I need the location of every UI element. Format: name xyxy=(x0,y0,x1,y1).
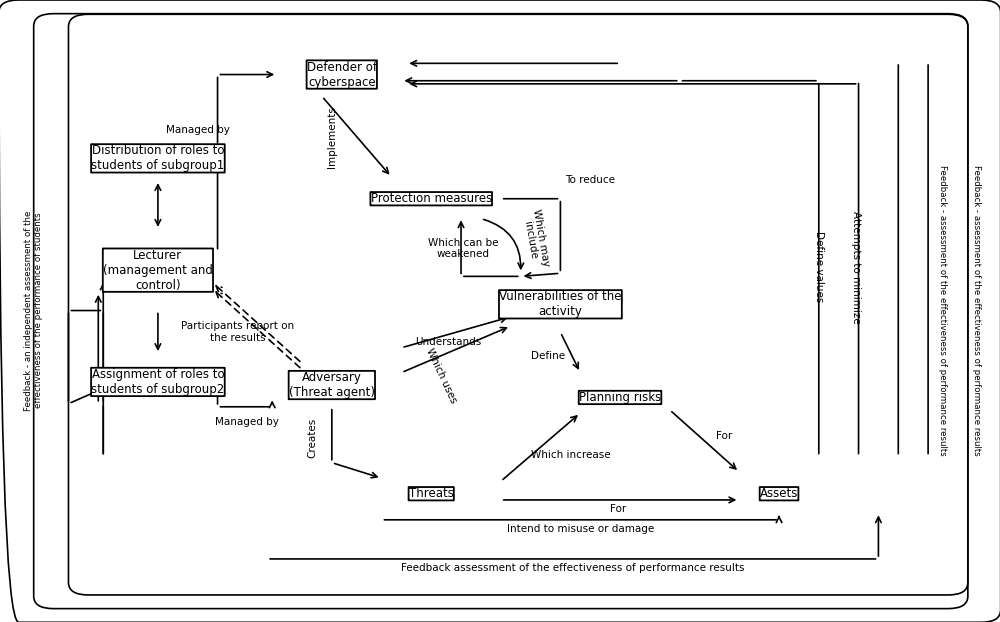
Text: Protection measures: Protection measures xyxy=(371,192,492,205)
Text: Which increase: Which increase xyxy=(531,450,610,460)
Text: Adversary
(Threat agent): Adversary (Threat agent) xyxy=(289,371,375,399)
Text: To reduce: To reduce xyxy=(565,175,615,185)
Text: Planning risks: Planning risks xyxy=(579,391,661,404)
Text: Feedback assessment of the effectiveness of performance results: Feedback assessment of the effectiveness… xyxy=(401,564,744,573)
Text: Managed by: Managed by xyxy=(215,417,279,427)
Text: Define: Define xyxy=(531,351,566,361)
Text: Understands: Understands xyxy=(415,337,481,346)
Text: Feedback - assessment of the effectiveness of performance results: Feedback - assessment of the effectivene… xyxy=(938,165,947,456)
Text: Participants report on
the results: Participants report on the results xyxy=(181,322,294,343)
Text: Define values: Define values xyxy=(814,231,824,303)
Text: Implements: Implements xyxy=(327,106,337,167)
Text: Attempts to minimize: Attempts to minimize xyxy=(851,211,861,323)
Text: Vulnerabilities of the
activity: Vulnerabilities of the activity xyxy=(499,290,622,318)
Text: Managed by: Managed by xyxy=(166,126,230,136)
Text: For: For xyxy=(610,504,626,514)
Text: Feedback - assessment of the effectiveness of performance results: Feedback - assessment of the effectivene… xyxy=(972,165,981,456)
Text: Distribution of roles to
students of subgroup1: Distribution of roles to students of sub… xyxy=(91,144,225,172)
Text: Creates: Creates xyxy=(307,418,317,458)
Text: Defender of
cyberspace: Defender of cyberspace xyxy=(307,60,377,88)
Text: Lecturer
(management and
control): Lecturer (management and control) xyxy=(103,249,213,292)
Text: Intend to misuse or damage: Intend to misuse or damage xyxy=(507,524,654,534)
Text: Assets: Assets xyxy=(760,487,798,500)
Text: Threats: Threats xyxy=(409,487,454,500)
Text: Which may
include: Which may include xyxy=(520,208,551,269)
Text: Which uses: Which uses xyxy=(424,346,458,405)
Text: Which can be
weakened: Which can be weakened xyxy=(428,238,498,259)
Text: Feedback - an independent assessment of the
effectiveness of the performance of : Feedback - an independent assessment of … xyxy=(24,210,43,411)
Text: Assignment of roles to
students of subgroup2: Assignment of roles to students of subgr… xyxy=(91,368,225,396)
Text: For: For xyxy=(716,431,733,441)
